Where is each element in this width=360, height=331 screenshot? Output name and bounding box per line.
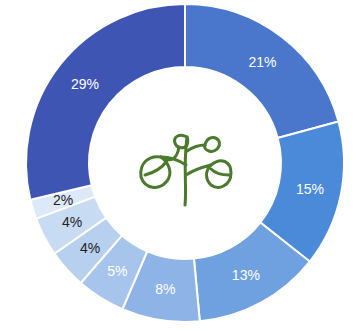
data-label: 4%: [62, 214, 82, 230]
icon-stroke: [161, 147, 179, 160]
data-labels: 21% 15% 13% 8% 5% 4% 4% 2% 29%: [53, 54, 324, 297]
data-label: 13%: [232, 267, 260, 283]
data-label: 21%: [248, 54, 276, 70]
slice: [194, 223, 310, 322]
icon-stroke: [175, 135, 188, 147]
data-label: 29%: [71, 76, 99, 92]
slice: [185, 4, 338, 138]
data-label: 2%: [53, 192, 73, 208]
data-label: 5%: [107, 263, 127, 279]
donut: [26, 4, 344, 322]
icon-stroke: [145, 161, 167, 175]
icon-stroke: [207, 161, 232, 188]
data-label: 8%: [155, 281, 175, 297]
chart: 21% 15% 13% 8% 5% 4% 4% 2% 29%: [0, 0, 360, 331]
slice: [26, 4, 185, 200]
icon-stroke: [187, 145, 205, 151]
plant-icon: [141, 135, 231, 205]
data-label: 15%: [296, 181, 324, 197]
icon-stroke: [211, 169, 229, 175]
icon-stroke: [205, 138, 220, 152]
data-label: 4%: [80, 240, 100, 256]
icon-stroke: [141, 157, 170, 188]
